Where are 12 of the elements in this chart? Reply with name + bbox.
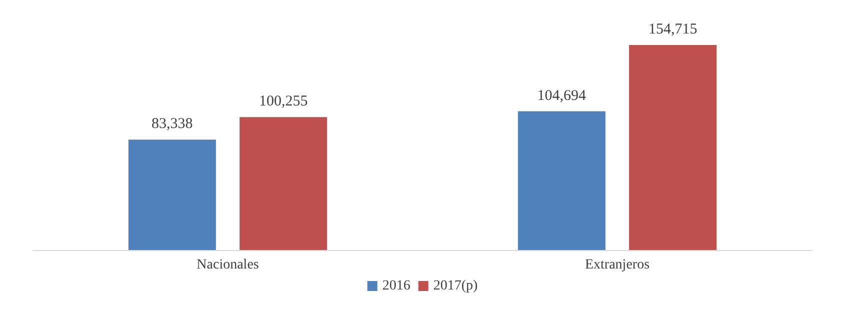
legend-label: 2016 <box>382 278 410 294</box>
data-label: 100,255 <box>258 94 308 110</box>
bar <box>128 140 216 250</box>
data-label: 104,694 <box>537 88 587 104</box>
bar <box>518 111 606 250</box>
legend-label: 2017(p) <box>433 278 478 294</box>
x-tick-label: Extranjeros <box>584 258 650 272</box>
data-label: 154,715 <box>648 22 698 38</box>
bar <box>629 45 717 250</box>
x-tick-label: Nacionales <box>196 258 259 272</box>
data-label: 83,338 <box>152 116 193 132</box>
bar <box>240 117 328 250</box>
